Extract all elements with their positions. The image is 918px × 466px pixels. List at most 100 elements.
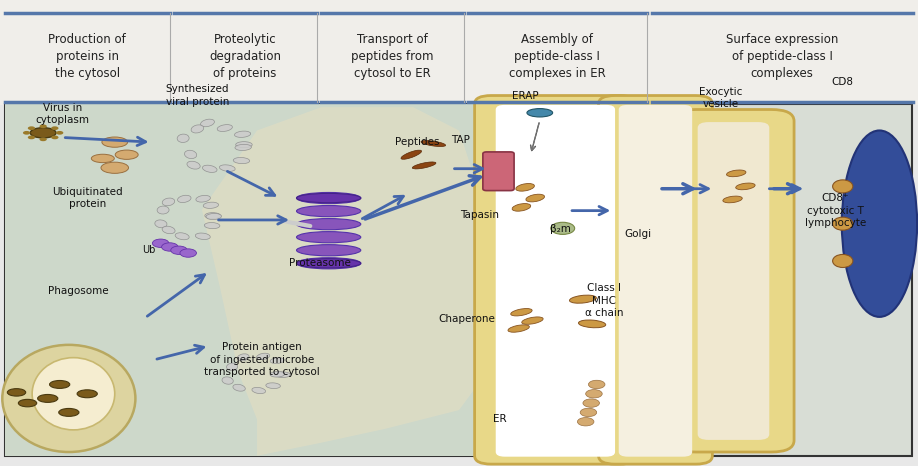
- Circle shape: [51, 136, 59, 139]
- Text: Exocytic
vesicle: Exocytic vesicle: [699, 87, 743, 109]
- Ellipse shape: [102, 137, 128, 147]
- Text: ERAP: ERAP: [511, 90, 539, 101]
- Ellipse shape: [833, 217, 853, 230]
- Text: TAP: TAP: [452, 135, 470, 145]
- Ellipse shape: [157, 206, 169, 214]
- Ellipse shape: [155, 220, 167, 228]
- Ellipse shape: [116, 150, 138, 159]
- Ellipse shape: [92, 154, 114, 163]
- FancyBboxPatch shape: [5, 104, 912, 456]
- Circle shape: [39, 137, 47, 141]
- Circle shape: [580, 408, 597, 417]
- Ellipse shape: [32, 358, 115, 430]
- Ellipse shape: [196, 233, 210, 240]
- Ellipse shape: [227, 363, 238, 370]
- Ellipse shape: [297, 245, 361, 256]
- Circle shape: [51, 126, 59, 130]
- Text: Proteasome: Proteasome: [288, 258, 351, 268]
- Circle shape: [23, 131, 30, 135]
- Text: Golgi: Golgi: [624, 229, 652, 239]
- Text: Chaperone: Chaperone: [438, 314, 495, 324]
- Ellipse shape: [187, 161, 200, 169]
- FancyBboxPatch shape: [496, 105, 615, 457]
- Text: Peptides: Peptides: [396, 137, 440, 147]
- Ellipse shape: [162, 198, 174, 206]
- Ellipse shape: [222, 377, 233, 384]
- Circle shape: [180, 249, 196, 257]
- Ellipse shape: [30, 128, 56, 138]
- Ellipse shape: [200, 119, 215, 127]
- Ellipse shape: [237, 354, 249, 361]
- Circle shape: [28, 126, 35, 130]
- Ellipse shape: [275, 372, 290, 377]
- FancyBboxPatch shape: [599, 96, 712, 464]
- Ellipse shape: [412, 162, 436, 169]
- Ellipse shape: [196, 195, 210, 202]
- Circle shape: [56, 131, 63, 135]
- Ellipse shape: [297, 219, 361, 230]
- Ellipse shape: [38, 394, 58, 403]
- Text: Synthesized
viral protein: Synthesized viral protein: [165, 84, 230, 107]
- Ellipse shape: [18, 399, 37, 407]
- FancyBboxPatch shape: [483, 152, 514, 191]
- Ellipse shape: [578, 320, 606, 328]
- Ellipse shape: [297, 259, 361, 268]
- FancyBboxPatch shape: [673, 110, 794, 452]
- FancyBboxPatch shape: [0, 0, 918, 105]
- FancyBboxPatch shape: [619, 105, 692, 457]
- Ellipse shape: [510, 308, 532, 316]
- Ellipse shape: [297, 206, 361, 217]
- Ellipse shape: [101, 162, 129, 173]
- Circle shape: [551, 222, 575, 234]
- Ellipse shape: [526, 194, 544, 202]
- Ellipse shape: [218, 124, 232, 131]
- Ellipse shape: [185, 151, 196, 158]
- Circle shape: [588, 380, 605, 389]
- Ellipse shape: [205, 223, 220, 229]
- Ellipse shape: [512, 204, 531, 211]
- FancyBboxPatch shape: [5, 104, 643, 456]
- Ellipse shape: [177, 134, 189, 143]
- Ellipse shape: [508, 325, 530, 332]
- Ellipse shape: [206, 213, 221, 219]
- Text: CD8⁺
cytotoxic T
lymphocyte: CD8⁺ cytotoxic T lymphocyte: [805, 193, 866, 228]
- Ellipse shape: [252, 387, 265, 394]
- Ellipse shape: [3, 345, 136, 452]
- PathPatch shape: [202, 107, 496, 456]
- Text: Tapasin: Tapasin: [460, 210, 498, 220]
- Circle shape: [583, 399, 599, 407]
- Circle shape: [162, 243, 178, 251]
- FancyBboxPatch shape: [475, 96, 636, 464]
- Text: Virus in
cytoplasm: Virus in cytoplasm: [36, 103, 89, 125]
- Text: Ub: Ub: [142, 245, 155, 255]
- Ellipse shape: [270, 371, 285, 377]
- Circle shape: [577, 418, 594, 426]
- Ellipse shape: [297, 232, 361, 243]
- Ellipse shape: [50, 380, 70, 389]
- Ellipse shape: [297, 258, 361, 269]
- Ellipse shape: [527, 109, 553, 117]
- Text: β₂m: β₂m: [550, 224, 570, 234]
- Ellipse shape: [421, 141, 445, 146]
- Ellipse shape: [266, 383, 280, 389]
- Ellipse shape: [162, 226, 175, 234]
- Ellipse shape: [735, 183, 756, 190]
- Text: Ubiquitinated
protein: Ubiquitinated protein: [52, 187, 122, 209]
- Text: Transport of
peptides from
cytosol to ER: Transport of peptides from cytosol to ER: [351, 34, 433, 80]
- Ellipse shape: [297, 193, 361, 203]
- FancyBboxPatch shape: [698, 122, 769, 440]
- Ellipse shape: [191, 125, 204, 133]
- Circle shape: [586, 390, 602, 398]
- Ellipse shape: [516, 184, 534, 191]
- Ellipse shape: [177, 195, 191, 203]
- Ellipse shape: [726, 170, 746, 177]
- Ellipse shape: [234, 131, 251, 137]
- Ellipse shape: [219, 165, 235, 171]
- Ellipse shape: [205, 212, 220, 219]
- Ellipse shape: [833, 254, 853, 267]
- Text: Surface expression
of peptide-class I
complexes: Surface expression of peptide-class I co…: [726, 34, 838, 80]
- Ellipse shape: [203, 165, 217, 172]
- Ellipse shape: [175, 233, 189, 240]
- Ellipse shape: [521, 317, 543, 324]
- Text: Class I
MHC
α chain: Class I MHC α chain: [585, 283, 623, 318]
